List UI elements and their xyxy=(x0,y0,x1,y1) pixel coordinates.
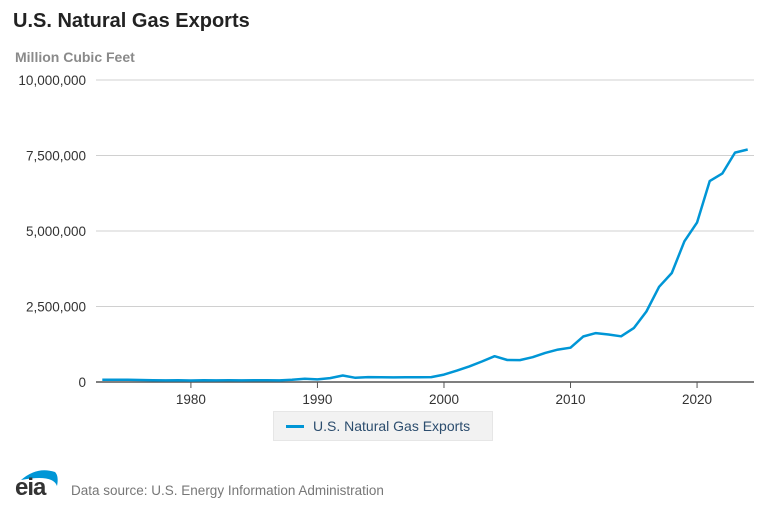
legend[interactable]: U.S. Natural Gas Exports xyxy=(273,411,493,441)
x-tick-label: 1990 xyxy=(302,392,332,407)
data-source: Data source: U.S. Energy Information Adm… xyxy=(71,483,384,498)
gridlines xyxy=(96,79,754,307)
data-points xyxy=(101,148,748,381)
eia-logo[interactable]: eia xyxy=(15,466,61,500)
x-tick-label: 1980 xyxy=(176,392,206,407)
y-axis-units-label: Million Cubic Feet xyxy=(15,49,135,65)
y-tick-label: 2,500,000 xyxy=(26,300,86,315)
x-axis-ticks: 1980 1990 2000 2010 2020 xyxy=(176,382,712,407)
footer: eia Data source: U.S. Energy Information… xyxy=(15,466,384,500)
x-tick-label: 2020 xyxy=(682,392,712,407)
x-tick-label: 2000 xyxy=(429,392,459,407)
chart-title: U.S. Natural Gas Exports xyxy=(13,10,250,32)
legend-swatch xyxy=(286,424,304,428)
eia-logo-text: eia xyxy=(15,474,46,501)
eia-logo-arc-icon xyxy=(21,470,58,486)
line-chart: 0 2,500,000 5,000,000 7,500,000 10,000,000 1… xyxy=(18,73,754,407)
y-tick-label: 5,000,000 xyxy=(26,224,86,239)
y-tick-label: 7,500,000 xyxy=(26,149,86,164)
series-line-us-natural-gas-exports[interactable] xyxy=(102,148,748,382)
legend-label: U.S. Natural Gas Exports xyxy=(313,418,471,434)
y-tick-label: 10,000,000 xyxy=(18,73,86,88)
y-tick-label: 0 xyxy=(78,375,86,390)
x-tick-label: 2010 xyxy=(555,392,585,407)
y-axis-ticks: 0 2,500,000 5,000,000 7,500,000 10,000,000 xyxy=(18,73,86,390)
